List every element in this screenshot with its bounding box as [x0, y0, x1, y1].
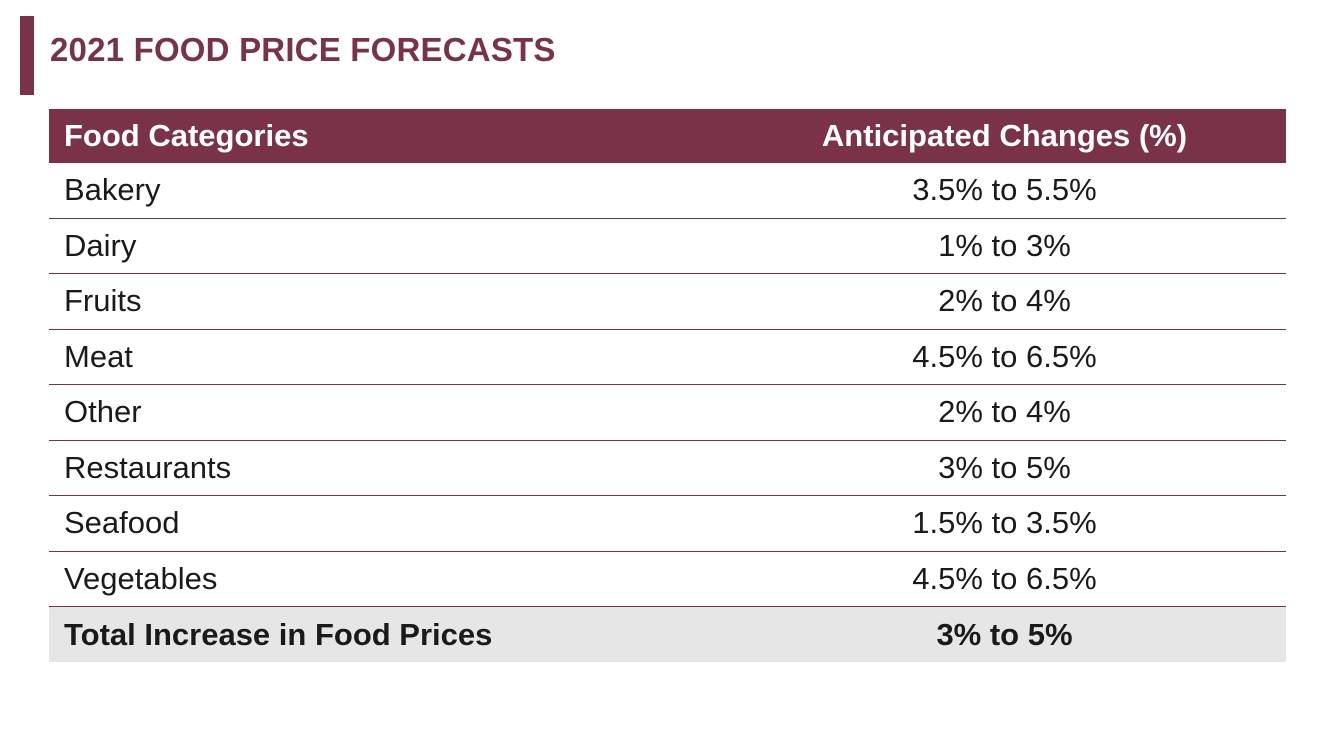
table-row: Vegetables 4.5% to 6.5%: [49, 552, 1286, 607]
category-cell: Fruits: [64, 283, 142, 319]
category-cell: Meat: [64, 338, 133, 374]
table-row: Seafood 1.5% to 3.5%: [49, 496, 1286, 552]
header-food-categories: Food Categories: [64, 118, 309, 153]
table-row: Restaurants 3% to 5%: [49, 441, 1286, 496]
total-label: Total Increase in Food Prices: [64, 616, 493, 652]
change-cell: 4.5% to 6.5%: [912, 560, 1097, 596]
category-cell: Bakery: [64, 172, 161, 208]
page-title: 2021 FOOD PRICE FORECASTS: [50, 31, 556, 68]
forecast-table: Food Categories Anticipated Changes (%) …: [49, 109, 1286, 662]
category-cell: Restaurants: [64, 449, 232, 485]
category-cell: Seafood: [64, 505, 180, 541]
table-row: Bakery 3.5% to 5.5%: [49, 163, 1286, 219]
total-change: 3% to 5%: [936, 616, 1073, 652]
change-cell: 1% to 3%: [938, 227, 1071, 263]
table-row: Fruits 2% to 4%: [49, 274, 1286, 330]
header-anticipated-changes: Anticipated Changes (%): [821, 118, 1188, 153]
table-total-row: Total Increase in Food Prices 3% to 5%: [49, 607, 1286, 662]
category-cell: Vegetables: [64, 560, 218, 596]
change-cell: 4.5% to 6.5%: [912, 338, 1097, 374]
table-row: Dairy 1% to 3%: [49, 219, 1286, 274]
change-cell: 3% to 5%: [938, 449, 1071, 485]
change-cell: 3.5% to 5.5%: [912, 172, 1097, 208]
table-row: Other 2% to 4%: [49, 385, 1286, 441]
table-row: Meat 4.5% to 6.5%: [49, 330, 1286, 385]
category-cell: Dairy: [64, 227, 137, 263]
change-cell: 2% to 4%: [938, 283, 1071, 319]
change-cell: 1.5% to 3.5%: [912, 505, 1097, 541]
change-cell: 2% to 4%: [938, 394, 1071, 430]
title-accent-bar: [20, 16, 34, 95]
table-header-row: Food Categories Anticipated Changes (%): [49, 109, 1286, 163]
category-cell: Other: [64, 394, 142, 430]
